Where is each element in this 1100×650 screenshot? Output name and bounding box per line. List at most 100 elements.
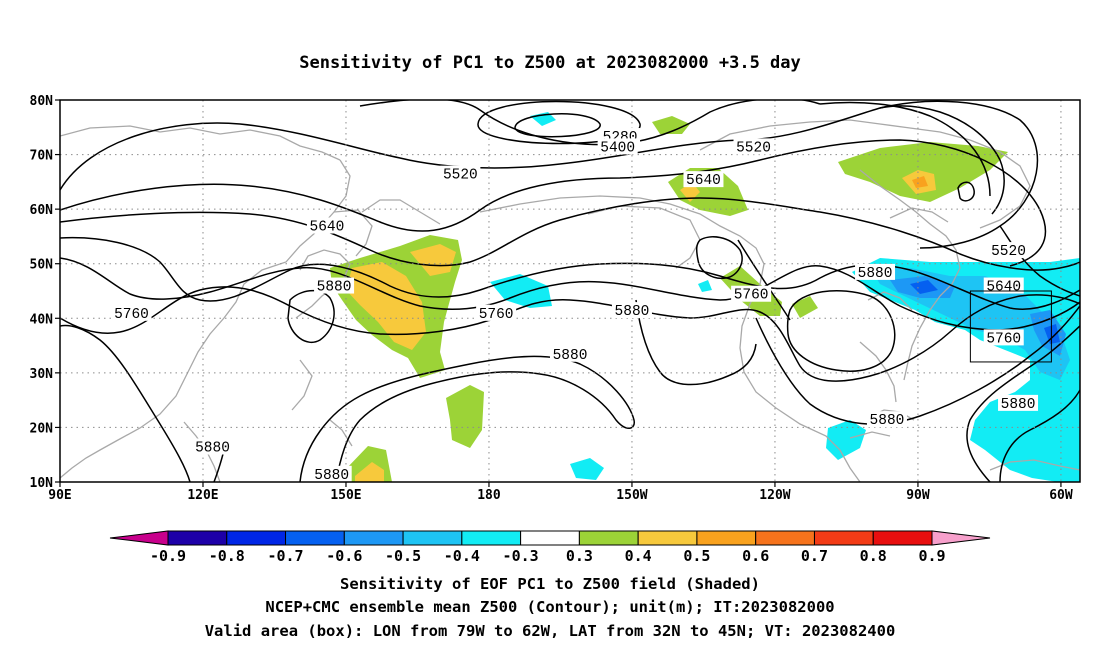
contour-label-background [611, 302, 652, 319]
caption-line-1: Sensitivity of EOF PC1 to Z500 field (Sh… [340, 575, 760, 593]
colorbar-box [226, 530, 287, 546]
colorbar-labels: -0.9 -0.8 -0.7 -0.6 -0.5 -0.4 -0.3 0.3 0.4 0.5 0.6… [150, 547, 946, 565]
contour-label: 5640 [686, 173, 721, 189]
contour-label-background [440, 165, 481, 182]
contour-label: 5880 [858, 266, 893, 282]
colorbar-low-end [109, 530, 169, 546]
positive-core-east-asia-2 [410, 244, 456, 276]
contour-label-background [597, 138, 638, 155]
colorbar-box [167, 530, 228, 546]
colorbar-box [343, 530, 404, 546]
contour-label-background [550, 345, 590, 362]
contour-label-background [983, 277, 1024, 294]
colorbar-label: -0.6 [326, 547, 362, 565]
colorbar-label: -0.5 [385, 547, 421, 565]
colorbar: -0.9 -0.8 -0.7 -0.6 -0.5 -0.4 -0.3 0.3 0.4 0.5 0.6… [109, 530, 991, 565]
colorbar-label: 0.7 [801, 547, 828, 565]
lat-tick-label: 50N [30, 258, 54, 273]
contour-label-background [192, 438, 233, 455]
contour-label: 5880 [615, 304, 650, 320]
negative-deep-atlantic-2 [1044, 324, 1060, 344]
lon-tick-label: 180 [477, 488, 501, 503]
contour-label-background [866, 411, 907, 428]
lon-tick-label: 150W [616, 488, 647, 503]
contour-label-background [733, 138, 774, 155]
contour-label-background [855, 263, 896, 280]
lat-tick-label: 10N [30, 476, 54, 491]
negative-region-central-pacific [570, 458, 604, 480]
colorbar-box [520, 530, 580, 546]
chart-title: Sensitivity of PC1 to Z500 at 2023082000… [299, 53, 801, 73]
contour-label: 5640 [986, 280, 1021, 296]
colorbar-label: 0.4 [625, 547, 652, 565]
z500-contours [60, 100, 1080, 482]
contour-label: 5880 [314, 468, 349, 484]
colorbar-label: -0.3 [503, 547, 539, 565]
longitude-axis: 90E 120E 150E 180 150W 120W 90W 60W [48, 482, 1073, 503]
lon-tick-label: 90E [48, 488, 71, 503]
contour-label-background [731, 285, 772, 302]
positive-core-greenland-2 [912, 176, 928, 188]
colorbar-boxes [167, 530, 933, 546]
negative-region-caribbean [826, 420, 866, 460]
colorbar-label: -0.8 [209, 547, 245, 565]
colorbar-high-end [931, 530, 991, 546]
lat-tick-label: 70N [30, 149, 54, 164]
colorbar-box [578, 530, 639, 546]
contour-label: 5880 [1001, 397, 1036, 413]
positive-core-west-pacific [355, 462, 384, 482]
contour-label: 5760 [986, 331, 1021, 347]
lat-tick-label: 40N [30, 312, 54, 327]
lat-tick-label: 30N [30, 367, 54, 382]
colorbar-box [872, 530, 933, 546]
lat-tick-label: 80N [30, 94, 54, 109]
contour-label: 5640 [310, 220, 345, 236]
colorbar-box [285, 530, 345, 546]
contour-label-background [988, 242, 1029, 259]
lon-tick-label: 120W [759, 488, 790, 503]
contour-label: 5880 [870, 413, 905, 429]
contour-label-background [983, 329, 1024, 346]
contour-label-background [311, 465, 352, 482]
negative-region-kamchatka [698, 280, 712, 292]
contour-label: 5760 [114, 307, 149, 323]
contour-label-background [111, 304, 152, 321]
colorbar-box [755, 530, 815, 546]
colorbar-box [461, 530, 522, 546]
valid-area-box [969, 290, 1052, 363]
contour-label: 5760 [479, 307, 514, 323]
colorbar-label: 0.8 [860, 547, 887, 565]
positive-region-canada-2 [792, 296, 818, 318]
caption-line-3: Valid area (box): LON from 79W to 62W, L… [205, 622, 896, 640]
colorbar-label: 0.3 [566, 547, 593, 565]
colorbar-label: -0.7 [267, 547, 303, 565]
colorbar-label: -0.4 [444, 547, 480, 565]
map-frame [59, 99, 1081, 483]
contour-label-background [314, 277, 355, 294]
contour-label: 5400 [600, 140, 635, 156]
contour-label: 5520 [991, 244, 1026, 260]
contour-label: 5880 [195, 441, 230, 457]
colorbar-box [813, 530, 874, 546]
colorbar-label: 0.9 [918, 547, 945, 565]
contour-label: 5520 [736, 140, 771, 156]
contour-label: 5760 [734, 288, 769, 304]
contour-label-background [476, 304, 517, 321]
lat-tick-label: 20N [30, 421, 54, 436]
lon-tick-label: 60W [1049, 488, 1073, 503]
negative-deep-atlantic [910, 280, 938, 294]
colorbar-label: -0.9 [150, 547, 186, 565]
colorbar-label: 0.5 [683, 547, 710, 565]
lon-tick-label: 90W [906, 488, 930, 503]
positive-region-pacific [446, 385, 484, 448]
contour-label: 5880 [317, 280, 352, 296]
lon-tick-label: 120E [187, 488, 218, 503]
colorbar-box [637, 530, 698, 546]
colorbar-label: 0.6 [742, 547, 769, 565]
contour-label-background [998, 394, 1039, 411]
contour-label: 5880 [553, 348, 588, 364]
caption-line-2: NCEP+CMC ensemble mean Z500 (Contour); u… [265, 598, 834, 616]
